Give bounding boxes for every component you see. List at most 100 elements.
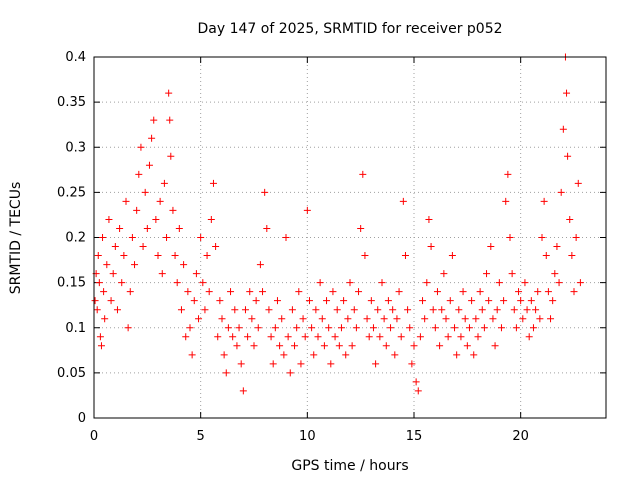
data-point <box>491 342 499 350</box>
data-point <box>154 252 162 260</box>
data-point <box>382 342 390 350</box>
data-point <box>369 324 377 332</box>
data-point <box>367 297 375 305</box>
data-point <box>116 224 124 232</box>
data-point <box>480 324 488 332</box>
data-point <box>278 315 286 323</box>
data-point <box>399 197 407 205</box>
x-axis-label: GPS time / hours <box>291 458 408 474</box>
data-point <box>493 306 501 314</box>
data-point <box>455 306 463 314</box>
data-point <box>303 206 311 214</box>
data-point <box>93 306 101 314</box>
data-point <box>374 306 382 314</box>
data-point <box>474 333 482 341</box>
chart-title: Day 147 of 2025, SRMTID for receiver p05… <box>197 21 502 37</box>
data-point <box>346 279 354 287</box>
data-point <box>288 306 296 314</box>
y-tick-label: 0.15 <box>57 276 86 291</box>
data-point <box>404 306 412 314</box>
data-point <box>171 252 179 260</box>
data-point <box>487 243 495 251</box>
data-point <box>395 288 403 296</box>
data-point <box>265 306 273 314</box>
data-point <box>160 179 168 187</box>
data-point <box>453 351 461 359</box>
data-point <box>209 179 217 187</box>
data-point <box>357 224 365 232</box>
data-point <box>94 252 102 260</box>
data-point <box>91 297 99 305</box>
data-point <box>544 288 552 296</box>
data-point <box>97 342 105 350</box>
data-point <box>419 297 427 305</box>
data-point <box>135 170 143 178</box>
data-point <box>348 342 356 350</box>
data-point <box>538 234 546 241</box>
data-point <box>246 288 254 296</box>
data-point <box>269 360 277 368</box>
data-point <box>515 288 523 296</box>
data-point <box>166 116 174 124</box>
data-point <box>133 206 141 214</box>
data-point <box>470 351 478 359</box>
data-point <box>180 261 188 269</box>
data-point <box>152 215 160 223</box>
data-point <box>532 306 540 314</box>
data-point <box>141 188 149 196</box>
data-point <box>519 315 527 323</box>
data-point <box>378 279 386 287</box>
data-point <box>442 315 450 323</box>
data-point <box>485 297 493 305</box>
data-point <box>95 279 103 287</box>
data-point <box>465 324 473 332</box>
data-point <box>331 333 339 341</box>
axis-ticks: 0 0.05 0.1 0.15 0.2 0.25 0.3 0.35 0.4 0 5 10 15 20 <box>57 50 606 444</box>
data-point <box>506 234 514 241</box>
data-point <box>280 351 288 359</box>
data-point <box>416 333 424 341</box>
data-point <box>489 315 497 323</box>
data-point <box>376 333 384 341</box>
x-tick-label: 20 <box>512 429 529 444</box>
data-point <box>156 197 164 205</box>
data-point <box>527 297 535 305</box>
data-point <box>222 369 230 377</box>
data-point <box>207 215 215 223</box>
x-tick-label: 10 <box>299 429 316 444</box>
data-point <box>218 315 226 323</box>
data-point <box>256 261 264 269</box>
data-point <box>412 378 420 386</box>
data-point <box>192 270 200 278</box>
data-point <box>553 243 561 251</box>
data-point <box>229 333 237 341</box>
data-point <box>103 261 111 269</box>
x-tick-label: 0 <box>90 429 98 444</box>
data-point <box>576 279 584 287</box>
data-point <box>254 324 262 332</box>
data-point <box>389 306 397 314</box>
data-point <box>536 315 544 323</box>
data-point <box>293 324 301 332</box>
data-point <box>393 315 401 323</box>
data-point <box>461 315 469 323</box>
data-point <box>186 324 194 332</box>
data-point <box>128 234 136 241</box>
data-point <box>291 342 299 350</box>
data-point <box>145 161 153 169</box>
data-point <box>372 360 380 368</box>
data-point <box>457 333 465 341</box>
data-point <box>188 351 196 359</box>
y-axis-label: SRMTID / TECUs <box>8 182 24 295</box>
data-point <box>308 324 316 332</box>
data-point <box>261 188 269 196</box>
data-point <box>227 288 235 296</box>
data-point <box>273 297 281 305</box>
data-point <box>397 333 405 341</box>
data-point <box>335 342 343 350</box>
data-point <box>113 306 121 314</box>
data-point <box>169 206 177 214</box>
data-point <box>239 387 247 395</box>
data-point <box>241 306 249 314</box>
